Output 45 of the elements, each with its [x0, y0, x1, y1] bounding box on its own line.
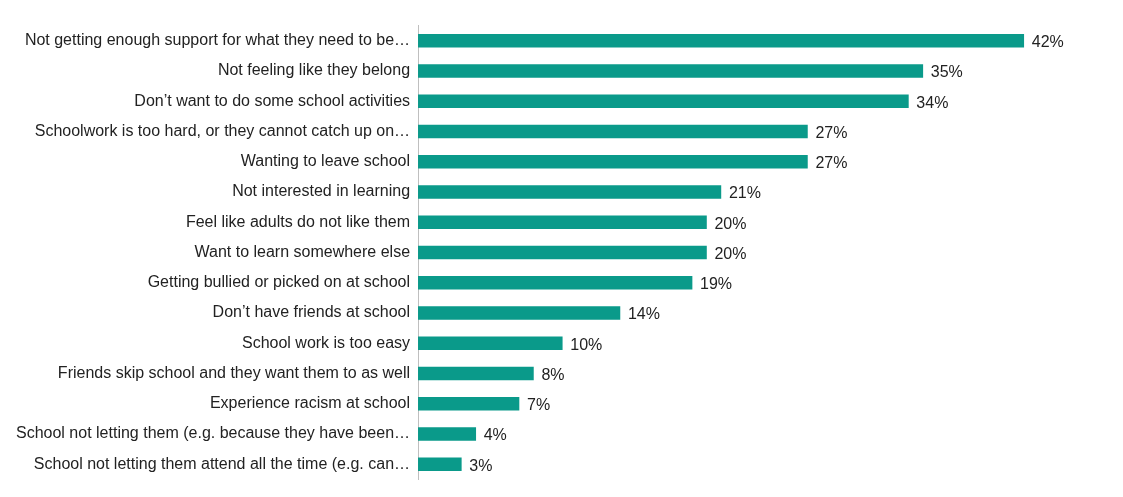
data-label: 34% [916, 93, 949, 111]
data-label: 21% [728, 184, 761, 202]
y-tick-label: Not getting enough support for what they need to be… [24, 31, 411, 49]
data-label: 14% [627, 305, 660, 323]
y-tick-label: School work is too easy [241, 333, 411, 351]
data-label: 20% [714, 244, 747, 262]
y-tick-label: Friends skip school and they want them to as well [57, 363, 411, 381]
y-tick-label: Getting bullied or picked on at school [147, 273, 411, 291]
bar [418, 124, 808, 139]
bar [418, 396, 520, 411]
bar [418, 33, 1025, 48]
data-label: 8% [541, 365, 565, 383]
y-tick-label: School not letting them attend all the time (e.g. can… [33, 454, 411, 472]
data-label: 27% [815, 123, 848, 141]
bar [418, 154, 808, 169]
bar [418, 306, 621, 320]
y-tick-label: Feel like adults do not like them [185, 212, 411, 230]
y-tick-label: Want to learn somewhere else [194, 242, 411, 260]
y-tick-label: Don’t have friends at school [212, 303, 411, 321]
y-tick-label: Not interested in learning [232, 182, 411, 200]
data-label: 27% [815, 154, 848, 172]
y-tick-label: Not feeling like they belong [217, 61, 411, 79]
data-label: 42% [1031, 33, 1064, 51]
y-tick-label: Schoolwork is too hard, or they cannot catch up on… [34, 121, 411, 139]
bar [418, 185, 722, 199]
y-tick-label: Experience racism at school [209, 394, 411, 412]
bar [418, 94, 909, 109]
bar [418, 336, 563, 351]
bar [418, 215, 707, 230]
bar [418, 245, 707, 260]
data-label: 35% [930, 63, 963, 81]
y-tick-label: School not letting them (e.g. because they have been… [16, 424, 411, 442]
data-label: 10% [570, 335, 603, 353]
data-label: 7% [526, 396, 551, 414]
bar [418, 457, 462, 472]
y-tick-label: Wanting to leave school [240, 152, 411, 170]
bar [418, 275, 693, 290]
y-tick-label: Don’t want to do some school activities [134, 91, 411, 109]
bar [418, 64, 924, 78]
data-label: 4% [483, 426, 507, 444]
data-label: 20% [714, 214, 747, 232]
data-label: 19% [700, 275, 733, 293]
bar [418, 427, 477, 441]
bar [418, 366, 534, 381]
data-label: 3% [469, 456, 493, 474]
